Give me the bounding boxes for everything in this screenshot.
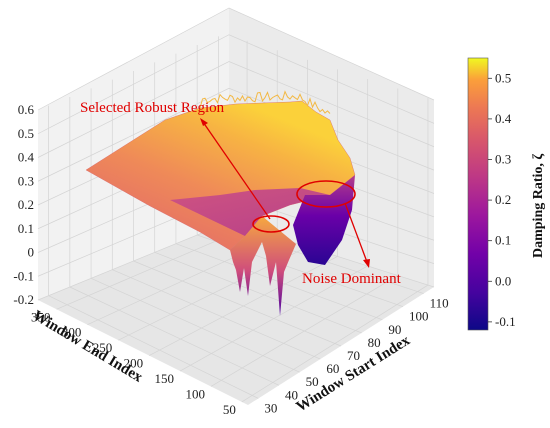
colorbar-gradient — [467, 57, 489, 331]
colorbar-label: Damping Ratio, ζ — [531, 154, 546, 258]
x-tick-label: 50 — [306, 374, 319, 389]
colorbar-tick-label: 0.4 — [495, 111, 512, 126]
colorbar-tick-label: 0.3 — [495, 151, 511, 166]
x-grid-line — [90, 278, 300, 373]
floor-pane — [38, 222, 434, 405]
x-grid-line — [48, 295, 259, 399]
x-tick-label: 100 — [409, 309, 429, 324]
surface-ridge-texture — [199, 90, 331, 114]
z-tick-label: 0.6 — [18, 102, 35, 117]
surface-spike-region — [230, 216, 296, 316]
y-tick-label: 200 — [124, 356, 144, 371]
z-grid-line — [37, 34, 435, 135]
y-tick-label: 350 — [31, 309, 51, 324]
z-tick-label: -0.1 — [13, 268, 34, 283]
colorbar-tick-label: -0.1 — [495, 314, 516, 329]
annotation-robust-region: Selected Robust Region — [80, 100, 225, 116]
arrowhead-robust-region — [200, 118, 208, 126]
colorbar-tick-label: 0.0 — [495, 273, 511, 288]
robust-region-ellipse — [252, 215, 290, 233]
y-tick-label: 100 — [185, 386, 205, 401]
z-tick-label: 0.1 — [18, 221, 34, 236]
y-tick-label: 50 — [223, 402, 236, 417]
z-tick-label: 0.5 — [18, 126, 34, 141]
y-tick-label: 300 — [62, 325, 82, 340]
surface-fold — [170, 188, 330, 236]
annotation-noise-dominant: Noise Dominant — [302, 271, 402, 287]
colorbar-tick-label: 0.5 — [495, 70, 511, 85]
grid-lines — [37, 7, 435, 403]
colorbar: 0.5 0.4 0.3 0.2 0.1 0.0 -0.1 Damping Ratio, ζ — [467, 57, 546, 331]
colorbar-tick-label: 0.1 — [495, 233, 511, 248]
noise-region-ellipse — [296, 180, 356, 208]
y-tick-label: 150 — [155, 371, 175, 386]
arrowhead-noise-region — [363, 259, 370, 268]
z-axis-ticks: -0.2 -0.1 0 0.1 0.2 0.3 0.4 0.5 0.6 — [13, 102, 34, 307]
surface-mesh — [85, 90, 356, 316]
colorbar-ticks: 0.5 0.4 0.3 0.2 0.1 0.0 -0.1 — [488, 70, 516, 329]
colorbar-tick-label: 0.2 — [495, 192, 511, 207]
arrow-noise-region — [344, 202, 368, 263]
x-tick-label: 60 — [326, 361, 339, 376]
x-tick-label: 80 — [368, 335, 381, 350]
y-axis-ticks: 50 100 150 200 250 300 350 — [31, 309, 236, 417]
x-tick-label: 110 — [430, 296, 449, 311]
surface-noise-valley — [293, 175, 355, 265]
z-grid-line — [37, 87, 435, 182]
x-grid-line — [133, 260, 342, 347]
z-tick-label: 0 — [28, 245, 35, 260]
x-tick-label: 70 — [347, 348, 360, 363]
x-tick-label: 30 — [264, 400, 277, 415]
y-tick-label: 250 — [93, 340, 113, 355]
z-tick-label: 0.2 — [18, 197, 34, 212]
z-tick-label: 0.3 — [18, 173, 34, 188]
x-tick-label: 40 — [285, 387, 298, 402]
x-grid-line — [112, 269, 321, 360]
z-tick-label: 0.4 — [18, 150, 35, 165]
z-tick-label: -0.2 — [13, 292, 34, 307]
z-grid-line — [37, 7, 435, 111]
x-grid-line — [69, 286, 280, 386]
arrow-robust-region — [202, 121, 271, 220]
x-grid-line — [154, 252, 362, 334]
annotations: Selected Robust Region Noise Dominant — [80, 100, 402, 287]
z-grid-line — [37, 61, 435, 158]
x-tick-label: 90 — [388, 322, 401, 337]
